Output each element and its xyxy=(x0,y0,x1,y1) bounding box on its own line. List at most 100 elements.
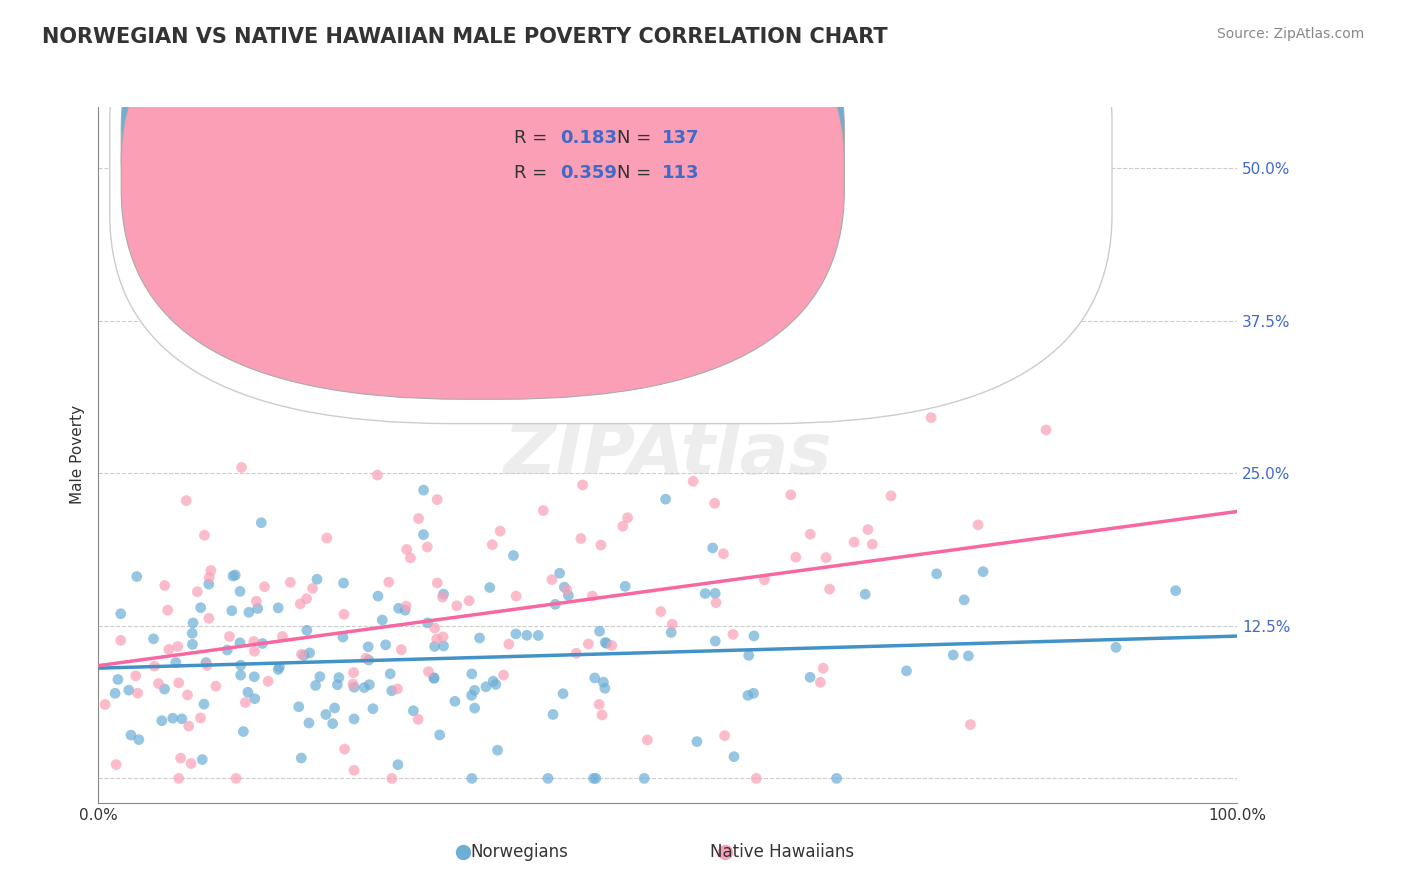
Point xyxy=(142,632,165,646)
Point xyxy=(252,636,274,650)
Point xyxy=(246,601,269,615)
Point xyxy=(298,646,321,660)
Point xyxy=(181,637,204,651)
Point xyxy=(713,729,735,743)
Point xyxy=(482,674,505,689)
Point xyxy=(308,670,330,684)
Point xyxy=(485,677,508,691)
FancyBboxPatch shape xyxy=(110,0,1112,424)
Point xyxy=(853,587,876,601)
Point xyxy=(105,757,128,772)
Point xyxy=(595,636,617,650)
Point xyxy=(953,593,976,607)
Text: ZIPAtlas: ZIPAtlas xyxy=(503,420,832,490)
Point xyxy=(359,678,381,692)
Point xyxy=(229,668,252,682)
Point xyxy=(856,523,879,537)
Point xyxy=(544,598,567,612)
Point xyxy=(704,596,727,610)
Point xyxy=(157,642,180,657)
Point xyxy=(387,757,409,772)
Point xyxy=(464,683,486,698)
Point xyxy=(395,599,418,613)
Point xyxy=(742,629,765,643)
Point xyxy=(406,712,429,726)
Point xyxy=(357,640,380,654)
Point xyxy=(585,772,607,786)
Point xyxy=(896,664,918,678)
FancyBboxPatch shape xyxy=(121,0,845,365)
Point xyxy=(416,615,439,630)
Point xyxy=(553,580,575,594)
Point xyxy=(229,658,252,673)
Point xyxy=(290,597,312,611)
Point xyxy=(880,489,903,503)
Point xyxy=(588,698,610,712)
Point xyxy=(381,683,404,698)
Point xyxy=(516,628,538,642)
Point xyxy=(957,648,980,663)
Point xyxy=(295,591,318,606)
Point xyxy=(408,511,430,525)
Point xyxy=(581,589,603,603)
Point xyxy=(582,772,605,786)
Point xyxy=(475,680,498,694)
Point xyxy=(120,728,142,742)
Point xyxy=(399,550,422,565)
Point xyxy=(860,537,883,551)
Point xyxy=(502,549,524,563)
Point xyxy=(416,540,439,554)
Point xyxy=(489,524,512,538)
Point xyxy=(236,685,259,699)
Point xyxy=(191,753,214,767)
Point xyxy=(238,605,260,619)
Point xyxy=(429,728,451,742)
Point xyxy=(713,547,735,561)
Point xyxy=(633,772,655,786)
Point xyxy=(353,681,375,695)
Point xyxy=(702,541,724,555)
Point xyxy=(225,772,247,786)
Text: 0.359: 0.359 xyxy=(560,164,617,182)
Point xyxy=(165,656,187,670)
Point xyxy=(461,772,484,786)
Point xyxy=(464,701,486,715)
Point xyxy=(682,475,704,489)
Point xyxy=(176,688,198,702)
Point xyxy=(374,638,396,652)
Text: Native Hawaiians: Native Hawaiians xyxy=(710,843,853,861)
Point xyxy=(195,658,218,673)
Y-axis label: Male Poverty: Male Poverty xyxy=(69,405,84,505)
Point xyxy=(174,493,197,508)
Point xyxy=(661,617,683,632)
Point xyxy=(298,715,321,730)
FancyBboxPatch shape xyxy=(121,0,845,400)
Point xyxy=(614,579,637,593)
Point xyxy=(695,586,717,600)
Point xyxy=(371,613,394,627)
Point xyxy=(925,566,948,581)
Point xyxy=(423,671,446,685)
Point xyxy=(650,605,672,619)
Point xyxy=(301,582,323,596)
Point xyxy=(381,772,404,786)
Point xyxy=(243,670,266,684)
Point xyxy=(193,528,215,542)
Point xyxy=(704,634,727,648)
Point xyxy=(167,772,190,786)
Point xyxy=(583,671,606,685)
Point xyxy=(124,669,146,683)
Text: N =: N = xyxy=(617,164,657,182)
Text: Norwegians: Norwegians xyxy=(471,843,569,861)
Point xyxy=(257,674,280,689)
Point xyxy=(94,698,117,712)
Point xyxy=(357,653,380,667)
Point xyxy=(426,492,449,507)
Point xyxy=(217,643,239,657)
Point xyxy=(127,686,149,700)
Point xyxy=(571,478,593,492)
Point xyxy=(842,535,865,549)
Point xyxy=(253,580,276,594)
Point xyxy=(593,681,616,696)
Point xyxy=(1105,640,1128,655)
